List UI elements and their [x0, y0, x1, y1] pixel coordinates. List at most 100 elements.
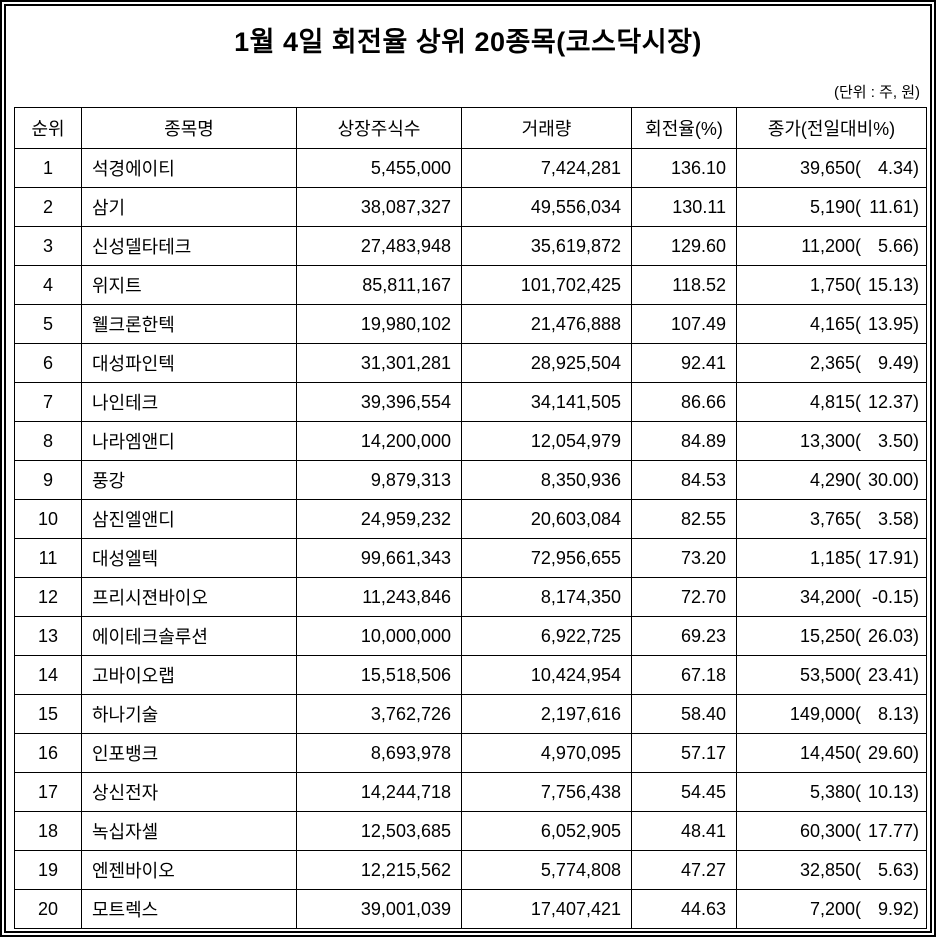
table-row: 1 석경에이티 5,455,000 7,424,281 136.10 39,650(4.3…: [14, 148, 927, 188]
table-row: 13 에이테크솔루션 10,000,000 6,922,725 69.23 15,250(…: [14, 616, 927, 656]
open-paren: (: [855, 664, 861, 685]
close-price: 53,500: [799, 664, 855, 685]
volume-cell: 4,970,095: [461, 733, 632, 773]
rank-cell: 2: [14, 187, 82, 227]
volume-cell: 10,424,954: [461, 655, 632, 695]
close-cell: 149,000(8.13): [736, 694, 927, 734]
open-paren: (: [855, 586, 861, 607]
close-paren: ): [913, 313, 919, 334]
table-row: 3 신성델타테크 27,483,948 35,619,872 129.60 11,200(…: [14, 226, 927, 266]
change-percent: 26.03: [867, 625, 913, 646]
stock-name-cell: 삼기: [81, 187, 297, 227]
open-paren: (: [855, 235, 861, 256]
stock-name-cell: 나인테크: [81, 382, 297, 422]
close-paren: ): [913, 430, 919, 451]
volume-cell: 5,774,808: [461, 850, 632, 890]
close-cell: 3,765(3.58): [736, 499, 927, 539]
close-cell: 60,300(17.77): [736, 811, 927, 851]
volume-cell: 21,476,888: [461, 304, 632, 344]
rank-cell: 10: [14, 499, 82, 539]
table-row: 16 인포뱅크 8,693,978 4,970,095 57.17 14,450(29.6…: [14, 733, 927, 773]
volume-cell: 20,603,084: [461, 499, 632, 539]
stock-name-cell: 석경에이티: [81, 148, 297, 188]
change-percent: 4.34: [877, 157, 913, 178]
change-percent: 15.13: [867, 274, 913, 295]
close-cell: 4,815(12.37): [736, 382, 927, 422]
turnover-cell: 84.89: [631, 421, 737, 461]
change-percent: 5.63: [877, 859, 913, 880]
stock-name-cell: 상신전자: [81, 772, 297, 812]
close-paren: ): [913, 157, 919, 178]
table-row: 4 위지트 85,811,167 101,702,425 118.52 1,750(15.…: [14, 265, 927, 305]
change-percent: -0.15: [871, 586, 913, 607]
turnover-cell: 130.11: [631, 187, 737, 227]
close-paren: ): [913, 469, 919, 490]
close-price: 7,200: [809, 898, 855, 919]
turnover-cell: 92.41: [631, 343, 737, 383]
shares-cell: 24,959,232: [296, 499, 462, 539]
close-paren: ): [913, 547, 919, 568]
close-cell: 39,650(4.34): [736, 148, 927, 188]
header-shares: 상장주식수: [296, 107, 462, 149]
close-paren: ): [913, 274, 919, 295]
volume-cell: 6,922,725: [461, 616, 632, 656]
rank-cell: 14: [14, 655, 82, 695]
shares-cell: 11,243,846: [296, 577, 462, 617]
stock-name-cell: 나라엠앤디: [81, 421, 297, 461]
volume-cell: 35,619,872: [461, 226, 632, 266]
open-paren: (: [855, 430, 861, 451]
rank-cell: 7: [14, 382, 82, 422]
volume-cell: 7,424,281: [461, 148, 632, 188]
close-price: 15,250: [799, 625, 855, 646]
turnover-cell: 69.23: [631, 616, 737, 656]
close-price: 1,750: [809, 274, 855, 295]
table-row: 7 나인테크 39,396,554 34,141,505 86.66 4,815(12.3…: [14, 382, 927, 422]
close-cell: 7,200(9.92): [736, 889, 927, 929]
rank-cell: 11: [14, 538, 82, 578]
close-price: 4,165: [809, 313, 855, 334]
table-row: 9 풍강 9,879,313 8,350,936 84.53 4,290(30.00): [14, 460, 927, 500]
header-turnover: 회전율(%): [631, 107, 737, 149]
turnover-cell: 48.41: [631, 811, 737, 851]
change-percent: 11.61: [869, 196, 913, 217]
open-paren: (: [855, 469, 861, 490]
table-row: 14 고바이오랩 15,518,506 10,424,954 67.18 53,500(2…: [14, 655, 927, 695]
close-price: 39,650: [799, 157, 855, 178]
rank-cell: 8: [14, 421, 82, 461]
close-cell: 34,200(-0.15): [736, 577, 927, 617]
change-percent: 29.60: [867, 742, 913, 763]
shares-cell: 14,244,718: [296, 772, 462, 812]
header-name: 종목명: [81, 107, 297, 149]
change-percent: 13.95: [867, 313, 913, 334]
shares-cell: 14,200,000: [296, 421, 462, 461]
rank-cell: 3: [14, 226, 82, 266]
change-percent: 8.13: [877, 703, 913, 724]
close-cell: 1,185(17.91): [736, 538, 927, 578]
change-percent: 17.91: [867, 547, 913, 568]
stock-name-cell: 녹십자셀: [81, 811, 297, 851]
close-price: 149,000: [789, 703, 855, 724]
close-price: 60,300: [799, 820, 855, 841]
close-paren: ): [913, 859, 919, 880]
open-paren: (: [855, 508, 861, 529]
change-percent: 9.49: [877, 352, 913, 373]
stock-name-cell: 대성파인텍: [81, 343, 297, 383]
rank-cell: 16: [14, 733, 82, 773]
close-paren: ): [913, 391, 919, 412]
rank-cell: 19: [14, 850, 82, 890]
close-cell: 13,300(3.50): [736, 421, 927, 461]
shares-cell: 12,215,562: [296, 850, 462, 890]
close-price: 11,200: [801, 235, 855, 256]
close-price: 4,815: [809, 391, 855, 412]
stock-name-cell: 인포뱅크: [81, 733, 297, 773]
volume-cell: 2,197,616: [461, 694, 632, 734]
volume-cell: 12,054,979: [461, 421, 632, 461]
open-paren: (: [855, 196, 861, 217]
header-close: 종가(전일대비%): [736, 107, 927, 149]
table-row: 20 모트렉스 39,001,039 17,407,421 44.63 7,200(9.9…: [14, 889, 927, 929]
turnover-cell: 129.60: [631, 226, 737, 266]
shares-cell: 19,980,102: [296, 304, 462, 344]
rank-cell: 17: [14, 772, 82, 812]
turnover-cell: 136.10: [631, 148, 737, 188]
